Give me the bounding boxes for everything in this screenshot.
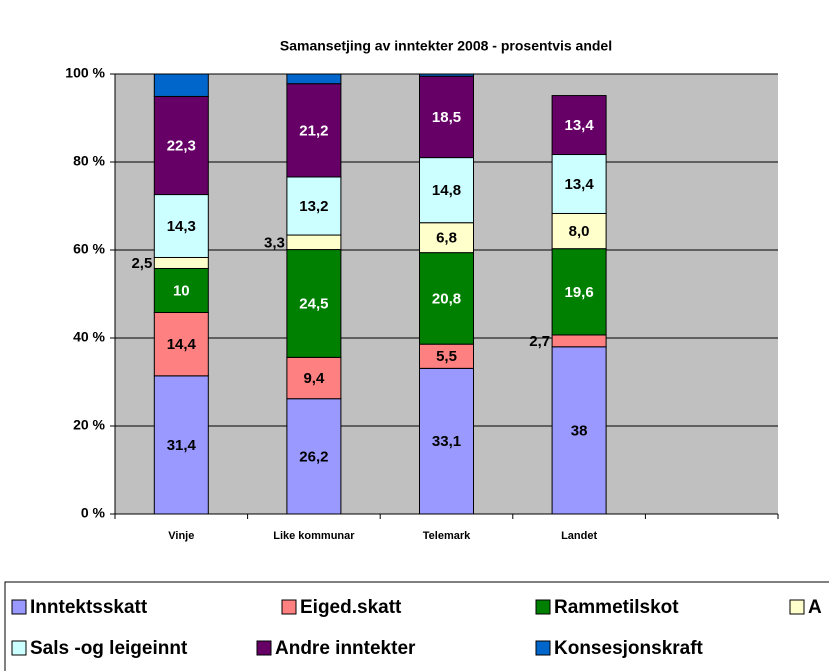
data-label: 14,8 bbox=[432, 182, 461, 199]
bar-segment bbox=[286, 249, 342, 358]
bar-segment bbox=[153, 73, 209, 97]
bar-segment bbox=[551, 346, 607, 515]
legend-swatch bbox=[535, 640, 551, 656]
data-label: 8,0 bbox=[569, 223, 590, 240]
legend-swatch bbox=[281, 599, 297, 615]
data-label: 13,4 bbox=[564, 117, 594, 134]
y-tick-label: 40 % bbox=[73, 329, 105, 345]
bar-segment bbox=[286, 234, 342, 251]
data-label: 6,8 bbox=[436, 230, 457, 247]
data-label: 31,4 bbox=[167, 437, 197, 454]
legend-box bbox=[4, 581, 829, 671]
bar-segment bbox=[153, 95, 209, 196]
data-label: 24,5 bbox=[299, 295, 328, 312]
data-label: 13,4 bbox=[564, 176, 594, 193]
bar-segment bbox=[153, 194, 209, 258]
data-label: 21,2 bbox=[299, 122, 328, 139]
bar-segment bbox=[286, 176, 342, 236]
legend-label: Andre inntekter bbox=[275, 638, 416, 659]
data-label: 14,4 bbox=[167, 336, 197, 353]
legend-label: Eiged.skatt bbox=[300, 597, 402, 618]
legend-label: Inntektsskatt bbox=[30, 597, 148, 618]
x-tick-label: Telemark bbox=[423, 530, 471, 542]
bar-segment bbox=[551, 334, 607, 348]
bar-segment bbox=[551, 154, 607, 214]
data-label: 10 bbox=[173, 282, 190, 299]
data-label: 9,4 bbox=[303, 370, 325, 387]
bar-segment bbox=[551, 95, 607, 156]
data-label: 5,5 bbox=[436, 348, 457, 365]
data-label: 2,7 bbox=[529, 333, 550, 350]
data-label: 13,2 bbox=[299, 198, 328, 215]
y-tick-label: 100 % bbox=[65, 65, 105, 81]
bar-segment bbox=[551, 212, 607, 250]
data-label: 18,5 bbox=[432, 109, 461, 126]
legend-swatch bbox=[11, 640, 27, 656]
x-tick-label: Vinje bbox=[168, 530, 194, 542]
data-label: 38 bbox=[571, 422, 588, 439]
data-label: 26,2 bbox=[299, 448, 328, 465]
data-label: 20,8 bbox=[432, 290, 461, 307]
legend-label: A bbox=[808, 597, 822, 618]
bar-segment bbox=[153, 375, 209, 515]
y-tick-label: 80 % bbox=[73, 153, 105, 169]
bar-segment bbox=[153, 267, 209, 313]
bar-segment bbox=[286, 398, 342, 515]
legend-swatch bbox=[535, 599, 551, 615]
data-label: 33,1 bbox=[432, 433, 461, 450]
y-tick-label: 0 % bbox=[81, 505, 106, 521]
data-label: 19,6 bbox=[564, 284, 593, 301]
x-tick-label: Like kommunar bbox=[273, 530, 355, 542]
bar-segment bbox=[153, 311, 209, 377]
chart-title: Samansetjing av inntekter 2008 - prosent… bbox=[280, 38, 612, 54]
legend-label: Rammetilskot bbox=[554, 597, 679, 618]
bar-segment bbox=[419, 222, 474, 254]
bar-segment bbox=[286, 356, 342, 400]
bar-segment bbox=[153, 256, 209, 269]
data-label: 14,3 bbox=[167, 218, 196, 235]
legend-swatch bbox=[11, 599, 27, 615]
y-tick-label: 60 % bbox=[73, 241, 105, 257]
bar-segment bbox=[286, 73, 342, 85]
bar-segment bbox=[286, 83, 342, 178]
legend-label: Sals -og leigeinnt bbox=[30, 638, 188, 659]
bar-segment bbox=[419, 73, 474, 77]
legend-label: Konsesjonskraft bbox=[554, 638, 704, 659]
legend-swatch bbox=[256, 640, 272, 656]
y-tick-label: 20 % bbox=[73, 417, 105, 433]
legend-swatch bbox=[789, 599, 805, 615]
data-label: 2,5 bbox=[131, 255, 152, 272]
data-label: 3,3 bbox=[264, 234, 285, 251]
x-tick-label: Landet bbox=[561, 530, 597, 542]
bar-segment bbox=[419, 252, 474, 345]
data-label: 22,3 bbox=[167, 137, 196, 154]
